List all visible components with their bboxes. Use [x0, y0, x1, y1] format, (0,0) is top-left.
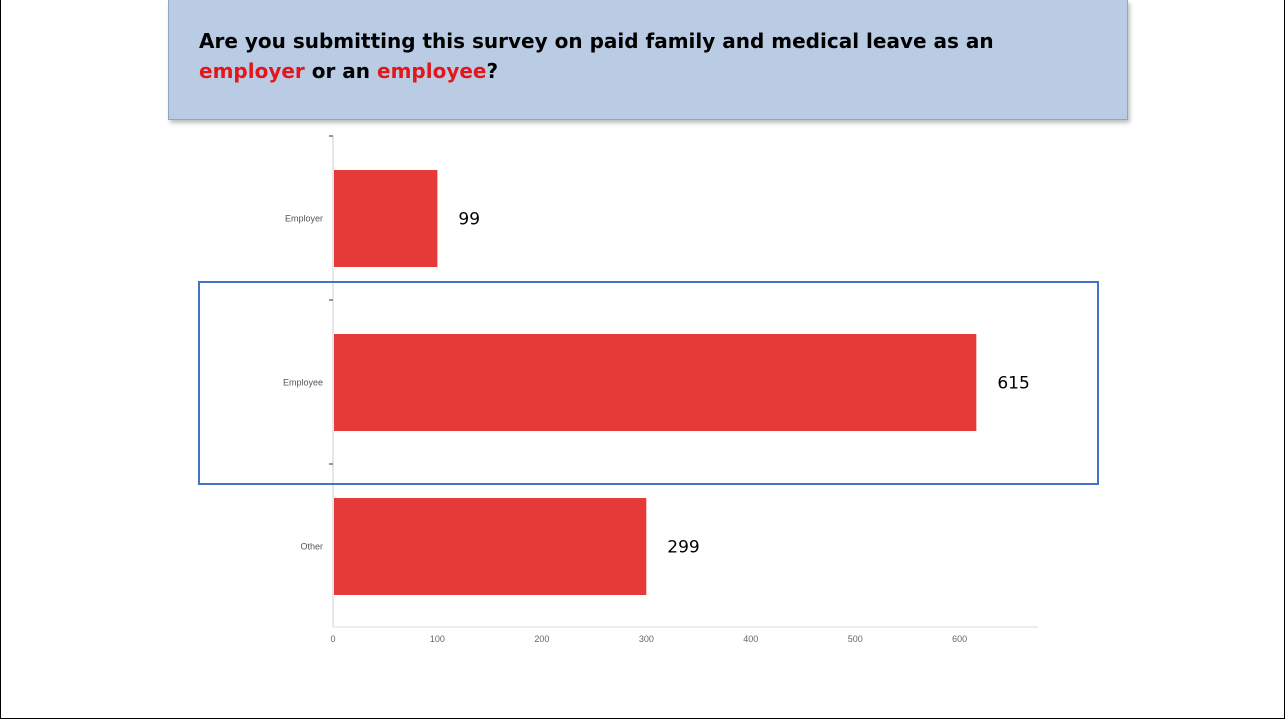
- x-tick-label: 500: [848, 634, 863, 644]
- slide-title: Are you submitting this survey on paid f…: [199, 26, 1099, 86]
- data-label-other: 299: [667, 538, 699, 558]
- x-tick-label: 300: [639, 634, 654, 644]
- title-text-part: Are you submitting this survey on paid f…: [199, 29, 994, 53]
- title-highlight-employee: employee: [377, 59, 487, 83]
- x-tick-label: 100: [430, 634, 445, 644]
- title-text-part: or an: [304, 59, 378, 83]
- bar-employee: [334, 334, 977, 431]
- category-label-other: Other: [300, 542, 323, 552]
- title-highlight-employer: employer: [199, 59, 305, 83]
- x-tick-label: 0: [330, 634, 335, 644]
- x-tick-label: 200: [534, 634, 549, 644]
- data-label-employee: 615: [997, 374, 1029, 394]
- data-label-employer: 99: [458, 210, 480, 230]
- category-label-employer: Employer: [285, 214, 323, 224]
- x-tick-label: 600: [952, 634, 967, 644]
- bar-employer: [334, 170, 438, 267]
- highlight-box: [198, 281, 1099, 485]
- category-label-employee: Employee: [283, 378, 323, 388]
- title-box: Are you submitting this survey on paid f…: [168, 0, 1128, 120]
- x-tick-label: 400: [743, 634, 758, 644]
- title-text-part: ?: [486, 59, 499, 83]
- bar-other: [334, 498, 647, 595]
